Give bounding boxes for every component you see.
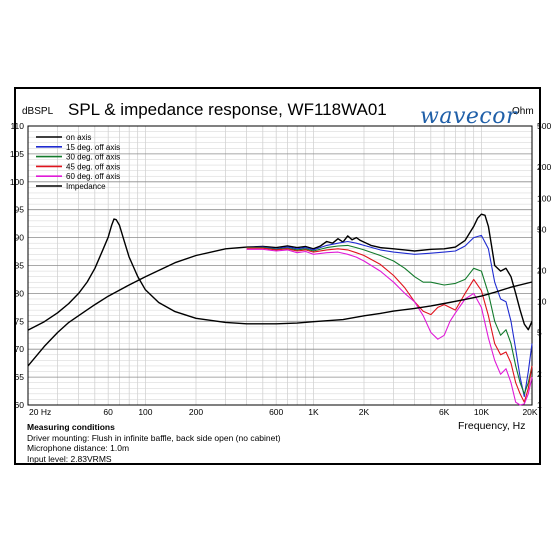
y-left-tick-label: 105: [10, 149, 24, 159]
y-left-tick-label: 80: [15, 288, 25, 298]
chart-frame: [14, 87, 541, 465]
series-impedance: [27, 218, 533, 331]
legend-label: on axis: [66, 133, 91, 142]
y-left-tick-label: 110: [10, 121, 24, 131]
x-tick-label: 2K: [359, 407, 370, 417]
series-low-frequency-spl: [27, 246, 247, 367]
y-left-tick-label: 70: [15, 344, 25, 354]
y-right-tick-label: 20: [537, 266, 547, 276]
legend-label: 30 deg. off axis: [66, 153, 120, 162]
y-right-tick-label: 200: [537, 162, 551, 172]
y-left-tick-label: 65: [15, 372, 25, 382]
wavecor-logo: wavecor: [420, 104, 517, 129]
x-axis-label: Frequency, Hz: [458, 420, 526, 432]
y-right-tick-label: 10: [537, 297, 547, 307]
plot-area: [27, 125, 533, 406]
y-left-tick-label: 75: [15, 316, 25, 326]
x-tick-label: 1K: [308, 407, 319, 417]
y-left-tick-label: 95: [15, 205, 25, 215]
legend-label: 45 deg. off axis: [66, 162, 120, 171]
y-right-axis-label: Ohm: [512, 106, 534, 117]
y-left-tick-label: 100: [10, 177, 24, 187]
x-tick-label: 20 Hz: [29, 407, 51, 417]
y-left-tick-label: 85: [15, 261, 25, 271]
y-right-tick-label: 5: [537, 328, 542, 338]
measuring-conditions: Measuring conditions Driver mounting: Fl…: [27, 422, 281, 464]
y-right-tick-label: 500: [537, 121, 551, 131]
y-left-tick-label: 60: [15, 400, 25, 410]
y-right-tick-label: 2: [537, 369, 542, 379]
series-45-deg-off-axis: [246, 247, 533, 403]
series-30-deg-off-axis: [246, 244, 533, 395]
chart-title: SPL & impedance response, WF118WA01: [68, 100, 387, 119]
x-tick-label: 60: [103, 407, 113, 417]
series-60-deg-off-axis: [246, 248, 533, 406]
x-tick-label: 6K: [439, 407, 450, 417]
legend-label: Impedance: [66, 182, 106, 191]
series-on-axis: [246, 213, 533, 331]
y-left-axis-label: dBSPL: [22, 106, 54, 117]
y-right-tick-label: 50: [537, 224, 547, 234]
x-tick-label: 10K: [474, 407, 489, 417]
y-left-tick-label: 90: [15, 233, 25, 243]
x-tick-label: 600: [269, 407, 283, 417]
x-tick-label: 20K: [522, 407, 537, 417]
legend-label: 15 deg. off axis: [66, 143, 120, 152]
y-right-tick-label: 1: [537, 400, 542, 410]
y-right-tick-label: 100: [537, 193, 551, 203]
series-15-deg-off-axis: [246, 234, 533, 398]
x-tick-label: 100: [138, 407, 152, 417]
x-tick-label: 200: [189, 407, 203, 417]
legend-label: 60 deg. off axis: [66, 172, 120, 181]
